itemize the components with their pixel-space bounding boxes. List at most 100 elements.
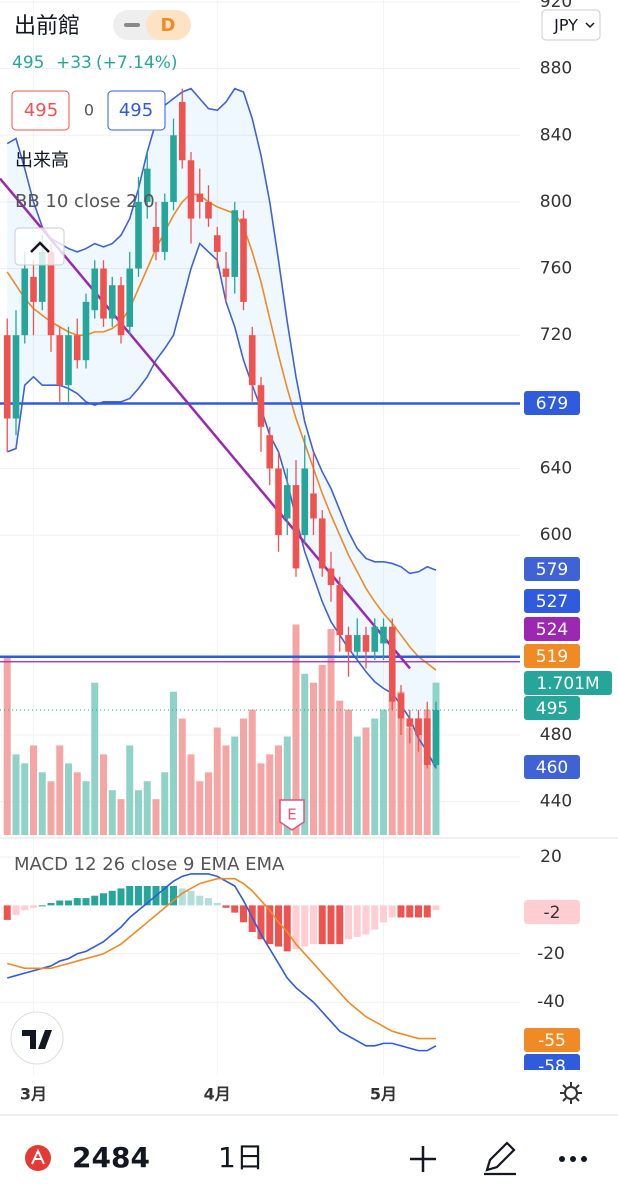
settings-icon[interactable] — [560, 1082, 582, 1104]
macd-hist-bar — [301, 905, 309, 947]
volume-bar — [65, 763, 72, 835]
y-tick-label: 480 — [540, 725, 572, 745]
macd-hist-bar — [187, 890, 195, 906]
currency-chevron — [585, 22, 595, 29]
y-tick-label: 840 — [540, 125, 572, 145]
candle-body — [117, 285, 125, 336]
value-badge — [524, 391, 580, 415]
macd-tick-label: 20 — [540, 847, 562, 867]
volume-bar — [397, 691, 405, 835]
candle-body — [248, 335, 256, 386]
macd-tick-label: -20 — [537, 944, 565, 964]
candle-body — [266, 435, 274, 469]
currency-selector[interactable] — [541, 9, 601, 41]
macd-hist-bar — [257, 905, 265, 940]
volume-bar — [336, 700, 344, 835]
candle-body — [257, 385, 265, 427]
buy-button[interactable] — [107, 90, 166, 131]
volume-bar — [73, 772, 81, 835]
macd-hist-bar — [336, 905, 344, 945]
volume-bar — [292, 624, 300, 835]
volume-bar — [362, 727, 370, 835]
candle-body — [135, 201, 142, 269]
candle-body — [91, 268, 99, 311]
candle-body — [353, 635, 361, 652]
interval-badge-bg — [146, 10, 191, 40]
symbol-name: 出前館 — [14, 14, 80, 39]
candle-body — [406, 718, 414, 727]
add-button[interactable] — [410, 1146, 436, 1172]
x-tick-label: 5月 — [370, 1085, 397, 1104]
volume-bar — [205, 772, 212, 835]
macd-hist-bar — [371, 905, 379, 930]
macd-hist-bar — [380, 905, 387, 923]
macd-pane — [3, 873, 440, 1052]
macd-hist-bar — [100, 893, 107, 906]
candle-body — [30, 276, 37, 302]
price-change: +33 — [56, 53, 92, 73]
candle-body — [415, 718, 422, 736]
volume-legend: 出来高 — [15, 150, 69, 171]
candle-body — [432, 710, 440, 766]
macd-hist-bar — [178, 888, 186, 906]
value-badge-label: 1.701M — [536, 674, 599, 694]
more-button[interactable] — [559, 1156, 587, 1162]
x-tick-label: 3月 — [20, 1085, 47, 1104]
macd-hist-bar — [362, 905, 370, 935]
candle-body — [397, 693, 405, 719]
timeframe[interactable]: 1日 — [218, 1141, 264, 1174]
collapse-button[interactable] — [14, 227, 65, 266]
macd-hist-bar — [91, 895, 99, 906]
volume-bar — [257, 763, 265, 835]
candle-body — [301, 468, 309, 536]
candle-body — [152, 226, 160, 252]
macd-legend: MACD 12 26 close 9 EMA EMA — [14, 854, 285, 875]
volume-bar — [301, 673, 309, 835]
macd-hist-bar — [353, 905, 361, 937]
y-tick-label: 880 — [540, 59, 572, 79]
y-tick-label: 920 — [540, 0, 572, 12]
tv-logo[interactable] — [10, 1011, 64, 1065]
candle-body — [231, 210, 239, 277]
value-badge-label: 495 — [536, 699, 568, 719]
candle-body — [65, 335, 72, 386]
candle-body — [178, 101, 186, 161]
volume-bar — [152, 799, 160, 835]
macd-hist-bar — [231, 905, 239, 913]
candle-body — [310, 493, 317, 519]
candle-body — [292, 485, 300, 569]
value-badge — [524, 1054, 580, 1070]
macd-hist-bar — [283, 905, 291, 952]
last-price: 495 — [12, 53, 44, 73]
bb-upper — [6, 87, 437, 575]
volume-bar — [126, 745, 134, 835]
macd-hist-bar — [292, 905, 300, 949]
macd-hist-bar — [327, 905, 335, 945]
candle-body — [47, 251, 55, 336]
value-badge — [524, 1028, 580, 1052]
volume-bar — [161, 772, 169, 835]
volume-bar — [371, 718, 379, 835]
value-badge-label: -58 — [538, 1057, 566, 1077]
interval-badge: D — [161, 15, 176, 36]
buy-price: 495 — [119, 100, 153, 121]
volume-bar — [38, 772, 46, 835]
volume-bar — [310, 682, 317, 835]
macd-hist-bar — [73, 898, 81, 906]
candle-body — [3, 335, 11, 419]
macd-hist-bar — [415, 905, 422, 918]
macd-hist-bar — [266, 905, 274, 945]
candle-body — [56, 335, 64, 386]
candle-body — [196, 193, 204, 202]
sell-button[interactable] — [11, 90, 70, 131]
candle-body — [82, 301, 90, 361]
macd-hist-bar — [126, 886, 134, 906]
macd-hist-bar — [47, 902, 55, 906]
symbol-code[interactable]: 2484 — [72, 1141, 150, 1174]
draw-button[interactable] — [484, 1141, 516, 1176]
macd-hist-bar — [213, 902, 221, 906]
y-tick-label: 720 — [540, 325, 572, 345]
candle-body — [126, 268, 134, 327]
volume-bar — [21, 763, 29, 835]
